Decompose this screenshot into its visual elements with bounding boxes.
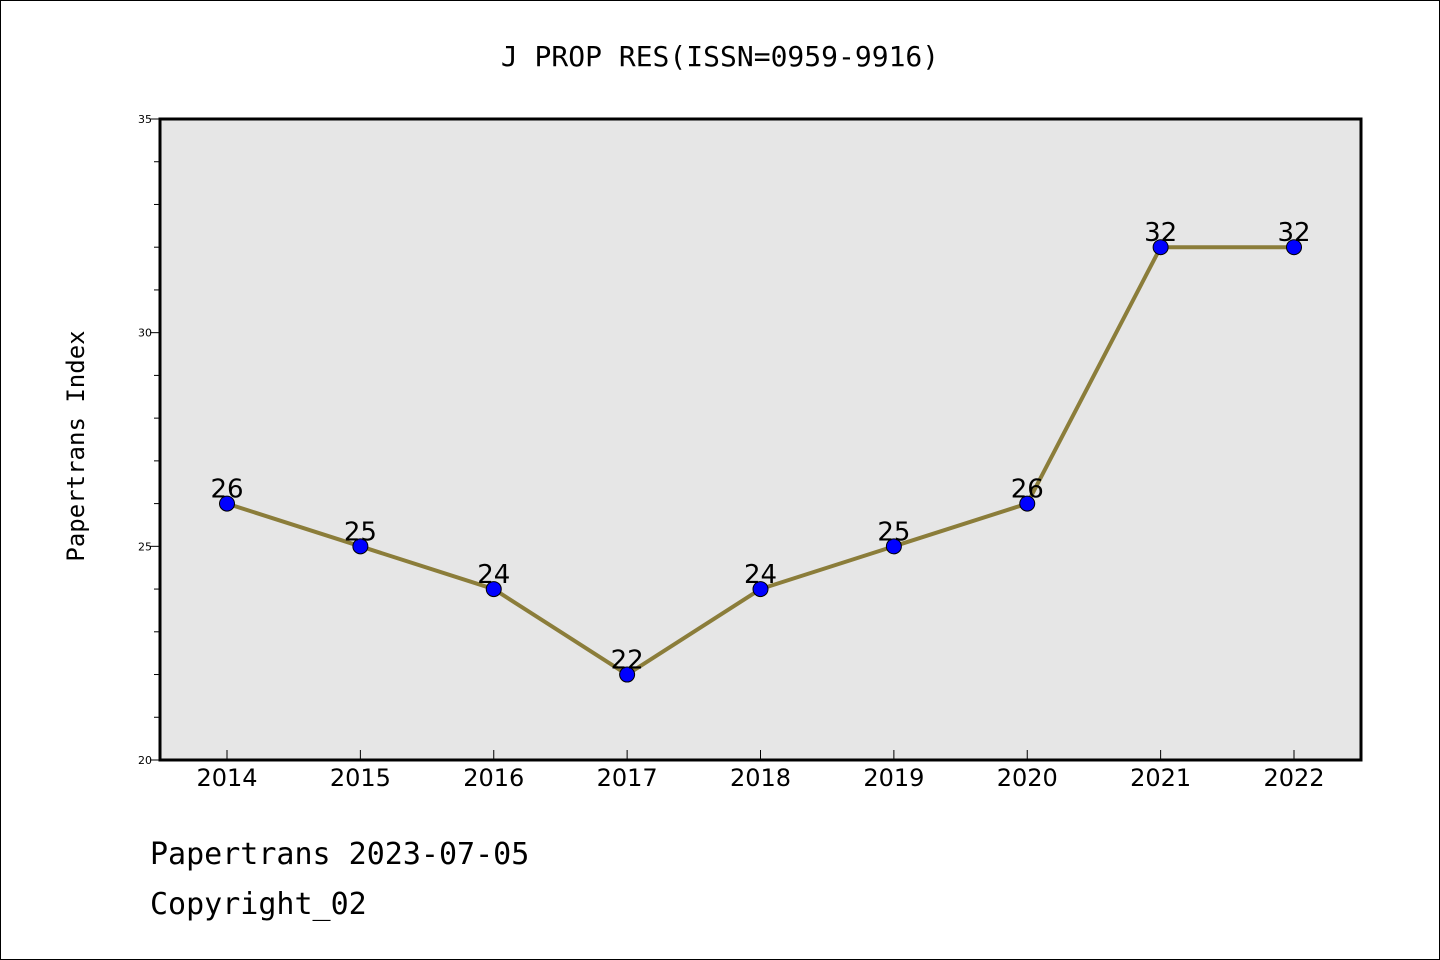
x-tick-label: 2019 [863,764,924,792]
y-tick-label: 35 [138,113,152,126]
x-tick-label: 2021 [1130,764,1191,792]
y-axis: 20 25 30 35 [138,113,160,767]
x-tick-label: 2020 [997,764,1058,792]
data-labels: 26 25 24 22 24 25 26 32 32 [210,218,1310,675]
data-point [885,538,902,555]
plot-area [158,117,1363,762]
data-label: 25 [344,517,377,547]
x-tick-label: 2015 [330,764,391,792]
y-tick-label: 20 [138,754,152,767]
data-point [485,581,502,598]
x-tick-label: 2014 [196,764,257,792]
x-tick-label: 2016 [463,764,524,792]
y-tick-label: 30 [138,327,152,340]
data-label: 32 [1144,218,1177,248]
data-label: 22 [611,646,644,676]
y-tick-label: 25 [138,540,152,553]
footer-copyright: Copyright_02 [150,887,367,922]
data-label: 24 [477,560,510,590]
data-point [1019,495,1036,512]
x-tick-label: 2018 [730,764,791,792]
x-axis: 2014 2015 2016 2017 2018 2019 2020 2021 2022 [196,750,1325,792]
data-label: 26 [1011,475,1044,505]
y-axis-label: Papertrans Index [62,330,90,561]
data-point [619,666,636,683]
x-tick-label: 2017 [597,764,658,792]
data-label: 24 [744,560,777,590]
data-point [1286,239,1302,256]
chart-title: J PROP RES(ISSN=0959-9916) [501,40,939,73]
data-point [352,538,369,555]
data-label: 26 [210,475,243,505]
data-label: 25 [877,517,910,547]
data-point [752,581,769,598]
series-markers [219,239,1302,683]
x-tick-label: 2022 [1263,764,1324,792]
data-label: 32 [1277,218,1310,248]
data-point [219,495,235,512]
footer-date: Papertrans 2023-07-05 [150,837,529,872]
data-point [1152,239,1169,256]
